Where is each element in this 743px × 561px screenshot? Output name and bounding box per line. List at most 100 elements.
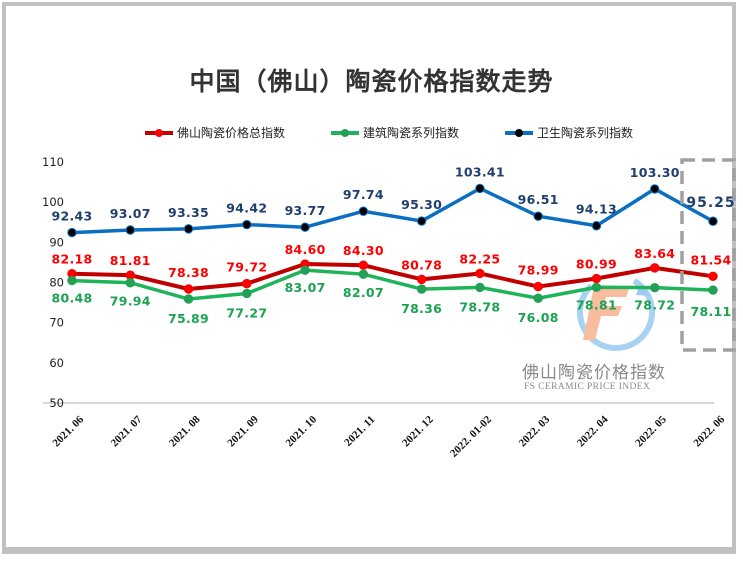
series-line-building [71,268,714,301]
data-point-total [183,284,194,294]
legend-swatch-building [331,128,360,137]
y-tick-label: 110 [42,155,64,169]
data-label-building: 77.27 [226,305,267,320]
y-tick-label: 50 [49,396,64,410]
data-point-building [475,282,485,293]
data-label-sanitary: 97.74 [343,187,384,202]
data-label-building: 82.07 [343,285,384,300]
x-tick-label: 2021. 08 [167,413,203,449]
data-point-sanitary [533,211,543,221]
data-point-total [591,273,602,284]
y-tick-label: 90 [49,235,64,249]
watermark-en: FS CERAMIC PRICE INDEX [524,382,651,392]
data-label-total: 84.30 [343,243,384,258]
data-point-sanitary [125,225,135,235]
data-label-total: 78.99 [518,263,559,278]
x-tick-label: 2022. 03 [517,413,553,449]
data-point-total [533,281,543,292]
data-point-sanitary [67,227,77,238]
legend-item-total: 佛山陶瓷价格总指数 [145,124,285,141]
data-point-building [650,282,660,293]
data-label-sanitary: 93.35 [168,205,209,220]
data-label-building: 78.72 [634,298,675,313]
x-tick-label: 2022. 06 [691,413,727,449]
data-label-total: 82.25 [459,251,500,266]
data-label-sanitary: 92.43 [51,209,92,224]
data-point-total [416,274,427,285]
legend-label-total: 佛山陶瓷价格总指数 [177,126,286,140]
data-label-total: 79.72 [226,260,267,275]
x-tick-label: 2021. 12 [400,413,436,449]
data-label-sanitary: 93.07 [110,206,151,221]
data-label-total: 81.81 [110,253,151,268]
data-label-total: 82.18 [51,252,92,267]
legend-swatch-total [145,128,173,137]
data-label-total: 83.64 [634,246,675,261]
data-label-sanitary: 94.42 [226,201,267,216]
data-label-sanitary: 103.41 [455,164,505,179]
data-point-sanitary [183,224,194,234]
x-tick-label: 2021. 10 [284,413,320,449]
y-tick-label: 60 [49,356,64,370]
highlight-box [680,158,736,352]
data-point-building [358,269,369,279]
data-point-sanitary [242,219,252,230]
data-label-total: 80.78 [401,257,442,272]
data-point-sanitary [591,221,602,231]
data-point-total [708,271,718,282]
legend: 佛山陶瓷价格总指数 建筑陶瓷系列指数 卫生陶瓷系列指数 [145,124,673,141]
data-label-building: 78.11 [690,304,731,319]
x-tick-label: 2022. 05 [633,413,669,449]
y-tick-label: 100 [42,195,64,209]
data-label-building: 79.94 [110,294,151,309]
x-tick-label: 2021. 11 [342,414,377,449]
x-tick-label: 2021. 09 [225,413,261,449]
chart-title: 中国（佛山）陶瓷价格指数走势 [189,67,554,96]
data-label-sanitary: 94.13 [576,202,617,217]
data-point-total [475,268,485,279]
data-label-building: 76.08 [518,310,559,325]
data-label-building: 83.07 [285,280,326,295]
watermark-cn: 佛山陶瓷价格指数 [522,363,666,383]
legend-label-building: 建筑陶瓷系列指数 [363,126,460,140]
data-point-building [242,288,252,299]
data-label-building: 80.48 [51,291,92,306]
x-tick-label: 2021. 06 [50,413,86,449]
data-label-total: 81.54 [690,252,731,267]
series-line-total [71,262,714,292]
data-label-building: 75.89 [168,311,209,326]
legend-item-sanitary: 卫生陶瓷系列指数 [505,124,633,141]
data-label-total: 80.99 [576,257,617,272]
data-point-building [416,284,427,294]
data-point-sanitary [358,206,369,216]
data-label-sanitary: 103.30 [630,165,680,180]
data-point-total [650,263,660,273]
data-point-building [67,275,77,286]
data-point-sanitary [416,216,427,226]
legend-item-building: 建筑陶瓷系列指数 [331,124,459,141]
y-tick-label: 70 [49,316,64,330]
data-point-total [358,260,369,270]
data-point-sanitary [300,222,310,232]
data-label-building: 78.78 [459,299,500,314]
series-line-sanitary [71,186,714,235]
legend-swatch-sanitary [505,128,534,137]
data-point-building [591,282,602,292]
data-point-building [183,294,194,304]
data-label-building: 78.81 [576,297,617,312]
data-point-sanitary [708,216,718,226]
legend-label-sanitary: 卫生陶瓷系列指数 [537,126,634,140]
data-label-total: 84.60 [285,242,326,257]
data-point-building [300,265,310,275]
x-tick-label: 2021. 07 [109,413,145,449]
data-label-sanitary: 95.30 [401,197,442,212]
data-label-total: 78.38 [168,265,209,280]
fs-logo-icon [577,273,655,351]
y-tick-label: 80 [49,276,64,290]
data-label-sanitary: 96.51 [518,192,559,207]
x-tick-label: 2022. 01-02 [448,413,494,459]
data-point-sanitary [650,184,660,194]
x-tick-label: 2022. 04 [575,413,611,449]
data-point-total [242,278,252,289]
